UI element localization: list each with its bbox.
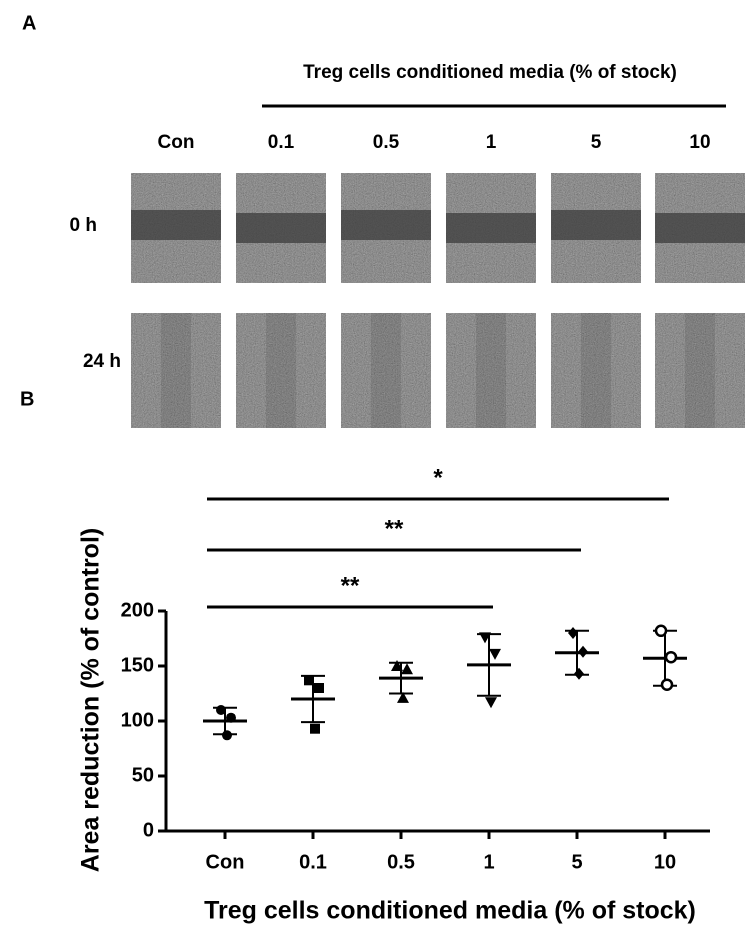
- column-label: Con: [158, 132, 195, 153]
- micrograph-shade: [131, 313, 221, 428]
- point: [401, 663, 413, 675]
- y-tick-label: 0: [143, 819, 154, 841]
- point: [222, 730, 232, 741]
- wound-gap: [161, 313, 191, 428]
- x-tick-label: Con: [206, 851, 245, 873]
- x-axis-label: Treg cells conditioned media (% of stock…: [204, 897, 696, 925]
- wound-gap: [266, 313, 296, 428]
- column-label: 0.5: [373, 132, 400, 153]
- wound-gap: [685, 313, 715, 428]
- column-label: 1: [486, 132, 497, 153]
- significance-label: *: [433, 464, 443, 491]
- wound-gap: [131, 210, 221, 240]
- column-label: 5: [591, 132, 602, 153]
- panel-label: B: [20, 388, 34, 410]
- micrograph: [236, 313, 326, 428]
- wound-gap: [655, 213, 745, 243]
- micrograph-shade: [551, 313, 641, 428]
- wound-gap: [236, 213, 326, 243]
- point: [485, 697, 497, 709]
- point: [226, 712, 236, 723]
- point: [578, 645, 588, 658]
- column-label: 10: [689, 132, 710, 153]
- micrograph-shade: [341, 313, 431, 428]
- point: [216, 705, 226, 715]
- wound-gap: [551, 210, 641, 240]
- point: [304, 675, 314, 686]
- point: [391, 660, 403, 671]
- micrograph-shade: [236, 313, 326, 428]
- x-tick-label: 1: [483, 851, 494, 873]
- significance-label: **: [341, 572, 360, 599]
- wound-gap: [581, 313, 611, 428]
- point: [654, 624, 668, 638]
- point: [479, 632, 491, 644]
- wound-gap: [341, 210, 431, 240]
- point: [489, 648, 501, 660]
- wound-gap: [371, 313, 401, 428]
- row-label: 24 h: [83, 351, 121, 372]
- x-tick-label: 10: [654, 851, 676, 873]
- y-tick-label: 150: [121, 654, 154, 676]
- micrograph: [341, 313, 431, 428]
- micrograph-shade: [655, 313, 745, 428]
- y-tick-label: 50: [132, 764, 154, 786]
- x-tick-label: 5: [571, 851, 582, 873]
- point: [664, 650, 678, 664]
- x-tick-label: 0.1: [299, 851, 327, 873]
- significance-label: **: [385, 515, 404, 542]
- point: [660, 678, 674, 691]
- column-label: 0.1: [268, 132, 295, 153]
- y-axis-label: Area reduction (% of control): [77, 528, 105, 872]
- point: [310, 723, 320, 734]
- wound-gap: [476, 313, 506, 428]
- point: [574, 667, 584, 680]
- row-label: 0 h: [70, 215, 97, 236]
- point: [568, 627, 578, 639]
- micrograph: [446, 313, 536, 428]
- point: [314, 683, 324, 693]
- micrograph: [655, 313, 745, 428]
- y-tick-label: 200: [121, 599, 154, 621]
- micrograph-shade: [446, 313, 536, 428]
- y-tick-label: 100: [121, 709, 154, 731]
- point: [397, 691, 409, 703]
- x-tick-label: 0.5: [387, 851, 415, 873]
- micrograph: [131, 313, 221, 428]
- micrograph: [551, 313, 641, 428]
- wound-gap: [446, 213, 536, 243]
- panel-header: Treg cells conditioned media (% of stock…: [303, 62, 677, 83]
- panel-label: A: [22, 12, 36, 34]
